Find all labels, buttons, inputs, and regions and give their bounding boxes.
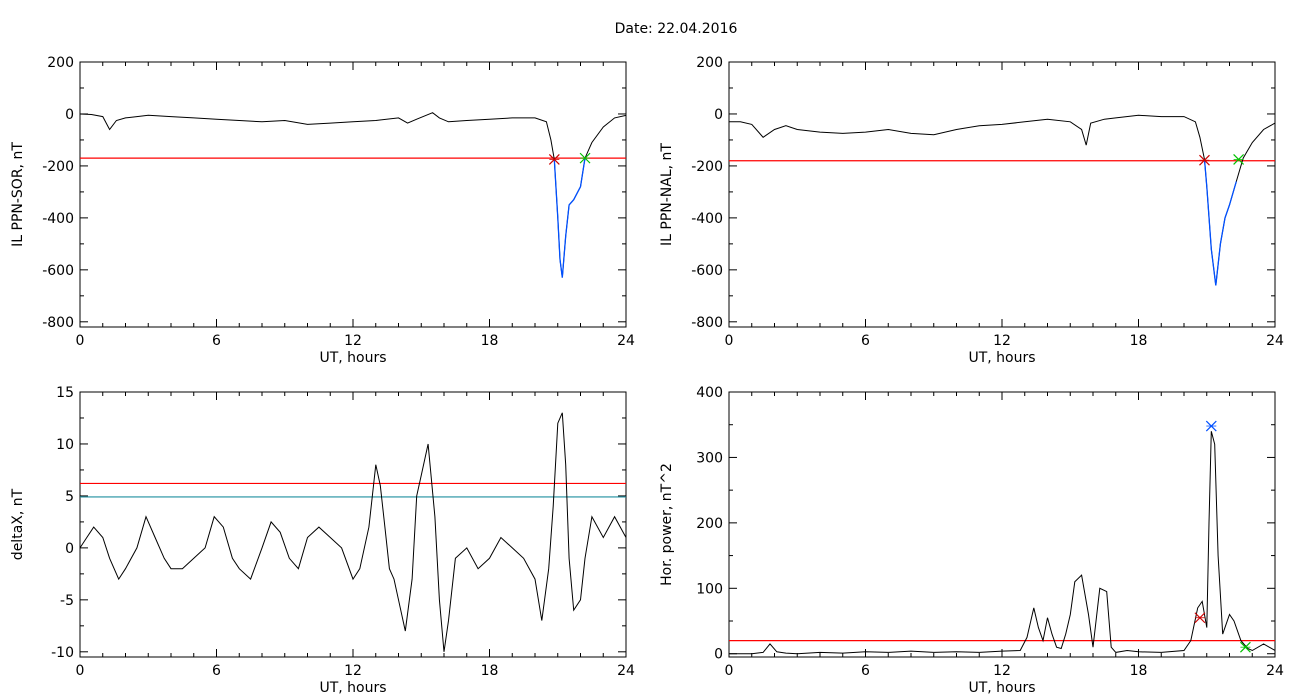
event-segment-line (1203, 159, 1237, 286)
y-tick-label: 300 (696, 450, 723, 466)
series-line (729, 431, 1275, 655)
x-tick-label: 12 (344, 663, 362, 679)
series-line (80, 112, 626, 278)
plot-frame (79, 391, 627, 658)
x-axis-label: UT, hours (968, 680, 1035, 696)
chart-panel-il-sor: 0 6 12 18 24 200 0 -200 -400 -600 -800 UT, hours IL … (10, 55, 635, 366)
x-tick-label: 6 (861, 333, 870, 349)
y-tick-label: 15 (56, 385, 74, 401)
marker-point (1240, 641, 1251, 653)
x-tick-label: 18 (1130, 663, 1148, 679)
y-tick-label: 0 (714, 107, 723, 123)
x-tick-label: 18 (1130, 333, 1148, 349)
y-axis-label: IL PPN-SOR, nT (10, 142, 26, 247)
plot-frame (79, 61, 627, 328)
y-tick-label: -10 (51, 645, 74, 661)
y-axis-label: IL PPN-NAL, nT (659, 143, 675, 246)
x-tick-label: 0 (76, 663, 85, 679)
x-tick-label: 18 (481, 663, 499, 679)
y-tick-label: 200 (696, 516, 723, 532)
y-tick-label: -200 (42, 159, 74, 175)
marker-point (579, 152, 591, 164)
event-segment-line (553, 157, 586, 278)
y-tick-label: 5 (65, 489, 74, 505)
y-tick-label: 100 (696, 581, 723, 597)
x-axis-label: UT, hours (319, 680, 386, 696)
y-tick-label: -600 (42, 263, 74, 279)
figure-title: Date: 22.04.2016 (615, 21, 738, 37)
x-tick-label: 24 (617, 333, 635, 349)
marker-point (1233, 154, 1245, 165)
y-tick-label: 400 (696, 385, 723, 401)
x-tick-label: 24 (1266, 333, 1284, 349)
y-tick-label: -800 (691, 315, 723, 331)
x-tick-label: 12 (344, 333, 362, 349)
marker-point (1199, 154, 1210, 166)
x-tick-label: 6 (212, 663, 221, 679)
x-tick-label: 0 (725, 333, 734, 349)
y-tick-label: -400 (42, 211, 74, 227)
chart-panel-deltax: 0 6 12 18 24 15 10 5 0 -5 -10 UT, hours deltaX, nT (10, 385, 635, 696)
series-line (80, 412, 626, 652)
y-tick-label: 0 (714, 647, 723, 663)
x-tick-label: 12 (993, 663, 1011, 679)
x-axis-label: UT, hours (968, 350, 1035, 366)
y-tick-label: 10 (56, 437, 74, 453)
y-axis-label: deltaX, nT (10, 488, 26, 560)
chart-panel-hor-power: 0 6 12 18 24 400 300 200 100 0 UT, hours Hor. power… (659, 385, 1284, 696)
y-tick-label: 200 (47, 55, 74, 71)
x-axis-label: UT, hours (319, 350, 386, 366)
x-tick-label: 0 (76, 333, 85, 349)
x-tick-label: 0 (725, 663, 734, 679)
y-tick-label: 0 (65, 107, 74, 123)
y-tick-label: 0 (65, 541, 74, 557)
y-tick-label: -5 (60, 593, 74, 609)
plot-frame (728, 391, 1276, 658)
x-tick-label: 18 (481, 333, 499, 349)
y-tick-label: 200 (696, 55, 723, 71)
marker-point (548, 154, 560, 165)
y-tick-label: -200 (691, 159, 723, 175)
x-tick-label: 6 (212, 333, 221, 349)
x-tick-label: 6 (861, 663, 870, 679)
marker-point (1205, 420, 1217, 432)
plot-frame (728, 61, 1276, 328)
y-tick-label: -600 (691, 263, 723, 279)
y-tick-label: -400 (691, 211, 723, 227)
marker-point (1194, 612, 1206, 624)
x-tick-label: 12 (993, 333, 1011, 349)
series-line (729, 114, 1275, 286)
x-tick-label: 24 (1266, 663, 1284, 679)
y-axis-label: Hor. power, nT^2 (659, 463, 675, 586)
y-tick-label: -800 (42, 315, 74, 331)
x-tick-label: 24 (617, 663, 635, 679)
chart-panel-il-nal: 0 6 12 18 24 200 0 -200 -400 -600 -800 UT, hours IL … (659, 55, 1284, 366)
